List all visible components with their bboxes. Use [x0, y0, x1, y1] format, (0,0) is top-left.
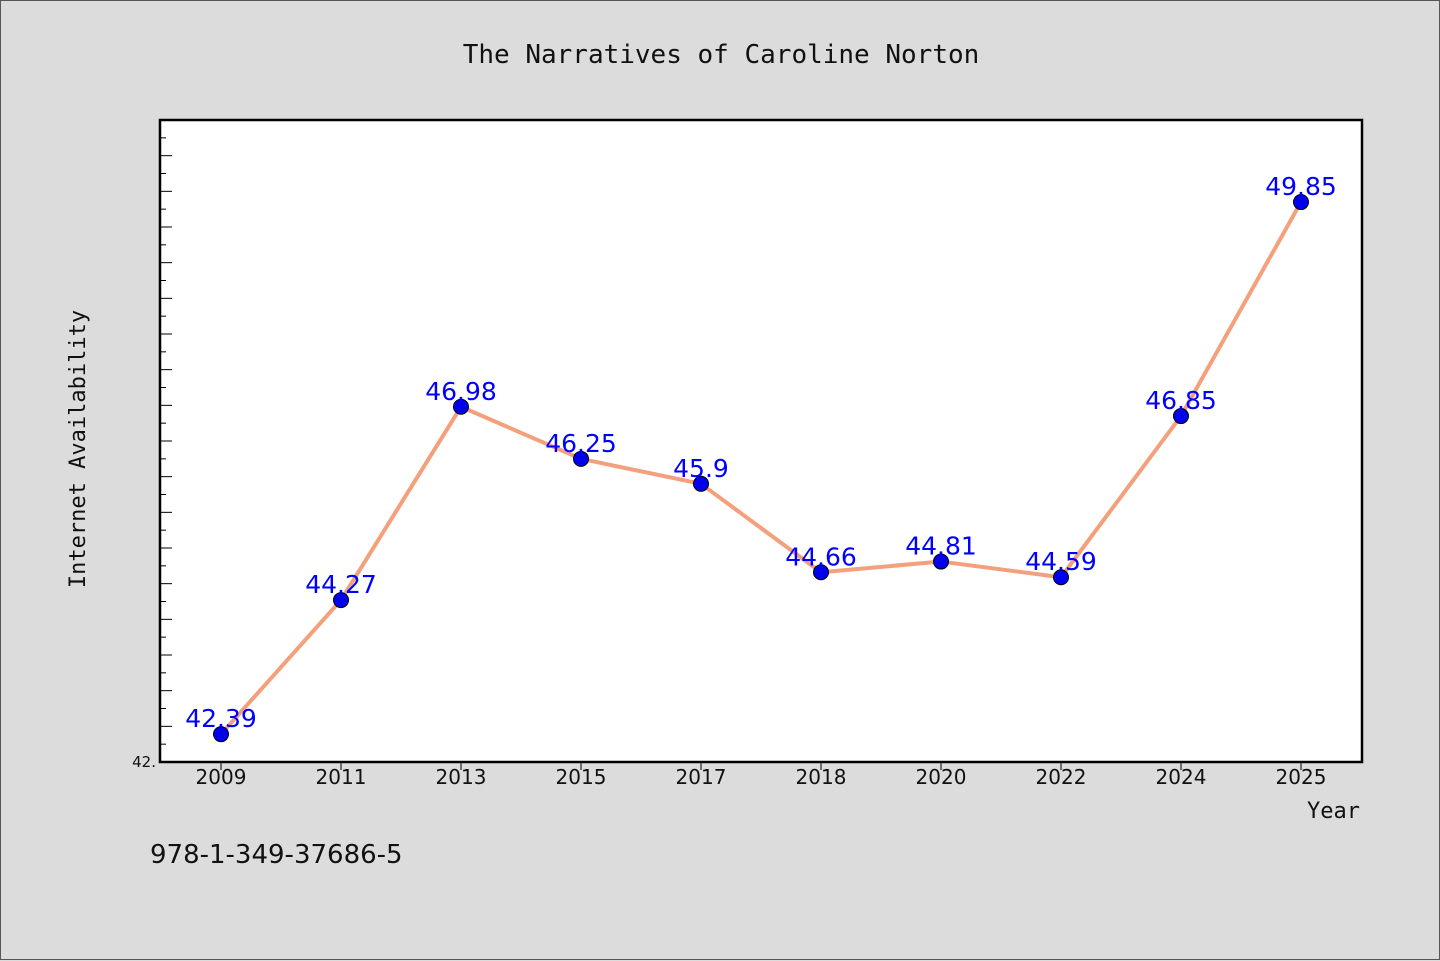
x-tick-label: 2017: [676, 765, 727, 789]
x-tick-label: 2025: [1276, 765, 1327, 789]
data-point: [453, 398, 469, 415]
data-label: 46.85: [1145, 386, 1217, 415]
data-labels: 42.39 44.27 46.98 46.25 45.9 44.66 44.81 44.59 4…: [185, 172, 1337, 733]
data-point: [573, 450, 589, 467]
data-label: 44.66: [785, 542, 857, 571]
data-label: 46.98: [425, 377, 497, 406]
data-label: 44.59: [1025, 547, 1097, 576]
data-label: 42.39: [185, 704, 257, 733]
x-tick-label: 2020: [916, 765, 967, 789]
data-label: 45.9: [673, 454, 729, 483]
x-tick-label: 2018: [796, 765, 847, 789]
x-tick-label: 2013: [436, 765, 487, 789]
data-label: 44.81: [905, 532, 977, 561]
y-axis-title: Internet Availability: [66, 310, 91, 588]
data-point: [1053, 569, 1069, 586]
data-label: 44.27: [305, 570, 377, 599]
x-axis-title: Year: [1307, 799, 1360, 824]
x-tick-label: 2009: [196, 765, 247, 789]
y-axis-ticks: 42.: [132, 753, 156, 771]
y-tick-label: 42.: [132, 753, 156, 771]
data-point: [333, 592, 349, 609]
plot-area: [160, 120, 1362, 762]
isbn-annotation: 978-1-349-37686-5: [150, 840, 403, 870]
data-label: 46.25: [545, 429, 617, 458]
data-markers: [213, 194, 1309, 743]
data-label: 49.85: [1265, 172, 1337, 201]
x-tick-label: 2024: [1156, 765, 1207, 789]
plot-frame: [158, 118, 1364, 764]
data-point: [813, 564, 829, 581]
x-tick-label: 2015: [556, 765, 607, 789]
data-point: [693, 475, 709, 492]
series-line: [219, 201, 1303, 736]
x-tick-label: 2022: [1036, 765, 1087, 789]
data-point: [1173, 408, 1189, 425]
data-point: [933, 553, 949, 570]
y-minor-ticks: [160, 137, 172, 745]
data-point: [213, 726, 229, 743]
x-axis-ticks: 2009 2011 2013 2015 2017 2018 2020 2022 2024 2025: [196, 762, 1327, 789]
chart-title: The Narratives of Caroline Norton: [463, 40, 980, 70]
x-tick-label: 2011: [316, 765, 367, 789]
data-point: [1293, 194, 1309, 211]
